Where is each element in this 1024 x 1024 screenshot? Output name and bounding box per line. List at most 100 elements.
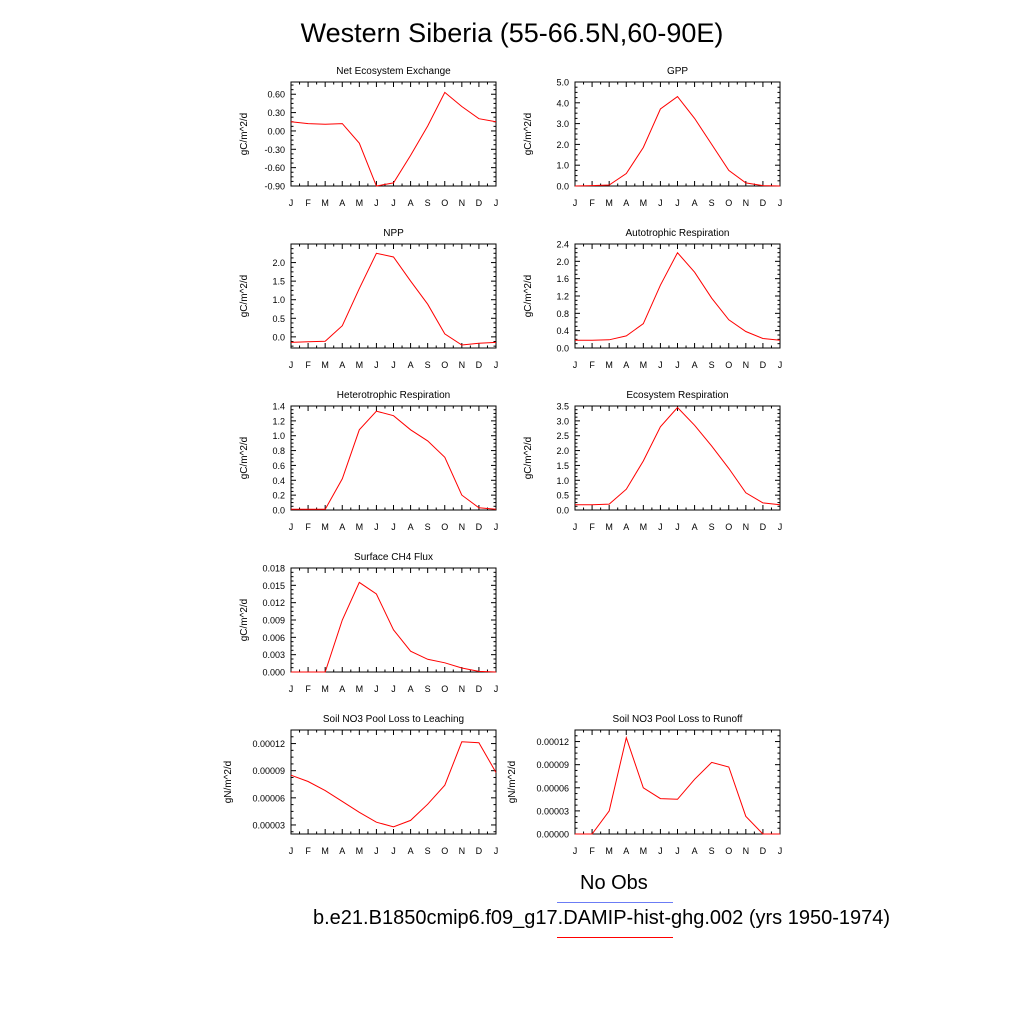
y-axis-label: gN/m^2/d — [223, 761, 234, 804]
chart-panel-8: Soil NO3 Pool Loss to Leaching gN/m^2/d J F… — [223, 714, 498, 856]
y-tick-label: 0.00012 — [536, 737, 569, 747]
x-tick-label: A — [339, 846, 345, 856]
y-tick-label: 0.5 — [556, 491, 569, 501]
series-line — [290, 91, 497, 187]
x-tick-label: J — [658, 198, 663, 208]
series-line — [575, 251, 781, 341]
chart-title: Autotrophic Respiration — [626, 228, 730, 239]
x-tick-label: M — [356, 684, 364, 694]
y-tick-label: 1.0 — [272, 431, 285, 441]
y-axis-label: gC/m^2/d — [523, 437, 534, 480]
y-axis-label: gN/m^2/d — [507, 761, 518, 804]
plot-frame — [290, 405, 497, 511]
x-tick-label: A — [692, 522, 698, 532]
y-tick-label: 1.5 — [272, 277, 285, 287]
x-tick-label: M — [321, 522, 329, 532]
x-tick-label: D — [476, 198, 483, 208]
x-tick-label: A — [339, 360, 345, 370]
x-tick-label: D — [476, 360, 483, 370]
x-tick-label: N — [743, 522, 750, 532]
plot-frame — [290, 243, 497, 349]
x-tick-label: J — [494, 684, 499, 694]
x-tick-label: M — [321, 846, 329, 856]
x-tick-label: J — [675, 522, 680, 532]
x-tick-label: J — [658, 846, 663, 856]
x-tick-label: M — [356, 198, 364, 208]
y-tick-label: 0.00 — [267, 126, 285, 136]
x-tick-label: D — [476, 522, 483, 532]
y-tick-label: 0.60 — [267, 90, 285, 100]
y-tick-label: 2.0 — [272, 258, 285, 268]
y-tick-label: 0.5 — [272, 314, 285, 324]
y-axis-label: gC/m^2/d — [239, 599, 250, 642]
y-tick-label: -0.60 — [264, 163, 285, 173]
x-tick-label: J — [778, 198, 783, 208]
x-tick-label: S — [709, 522, 715, 532]
x-tick-label: J — [374, 198, 379, 208]
x-tick-label: J — [374, 684, 379, 694]
y-tick-label: 0.00006 — [252, 793, 285, 803]
chart-title: Ecosystem Respiration — [626, 390, 728, 401]
x-tick-label: S — [709, 360, 715, 370]
x-tick-label: A — [339, 684, 345, 694]
y-tick-label: 0.8 — [272, 446, 285, 456]
x-tick-label: A — [408, 846, 414, 856]
x-tick-label: M — [321, 360, 329, 370]
y-tick-label: 0.009 — [262, 616, 285, 626]
x-tick-label: F — [305, 846, 311, 856]
y-tick-label: 0.00003 — [536, 806, 569, 816]
series-line — [575, 735, 780, 835]
y-axis-label: gC/m^2/d — [239, 437, 250, 480]
series-line — [575, 406, 781, 506]
series-line — [290, 252, 497, 346]
x-tick-label: O — [725, 522, 732, 532]
x-tick-label: A — [623, 522, 629, 532]
y-tick-label: 0.00009 — [252, 766, 285, 776]
x-tick-label: A — [408, 360, 414, 370]
y-tick-label: 1.2 — [556, 292, 569, 302]
x-tick-label: A — [408, 522, 414, 532]
x-tick-label: O — [441, 846, 448, 856]
x-tick-label: F — [589, 846, 595, 856]
x-tick-label: O — [725, 198, 732, 208]
x-tick-label: D — [760, 522, 767, 532]
x-tick-label: M — [321, 198, 329, 208]
page-title: Western Siberia (55-66.5N,60-90E) — [300, 18, 724, 48]
x-tick-label: A — [339, 522, 345, 532]
y-tick-label: 1.6 — [556, 274, 569, 284]
x-tick-label: A — [623, 360, 629, 370]
x-tick-label: M — [605, 846, 613, 856]
chart-title: Soil NO3 Pool Loss to Runoff — [613, 714, 743, 725]
y-tick-label: 0.4 — [556, 326, 569, 336]
plot-frame — [290, 81, 497, 187]
y-tick-label: 1.5 — [556, 461, 569, 471]
x-tick-label: J — [573, 360, 578, 370]
x-tick-label: D — [760, 198, 767, 208]
x-tick-label: N — [459, 360, 466, 370]
series-line — [291, 410, 497, 510]
x-tick-label: J — [289, 846, 294, 856]
y-tick-label: 0.012 — [262, 598, 285, 608]
y-tick-label: 1.0 — [556, 161, 569, 171]
x-tick-label: J — [573, 522, 578, 532]
series-line — [291, 581, 497, 673]
y-tick-label: 0.4 — [272, 476, 285, 486]
y-tick-label: 0.00006 — [536, 783, 569, 793]
y-tick-label: 0.018 — [262, 564, 285, 574]
y-tick-label: 0.006 — [262, 633, 285, 643]
x-tick-label: A — [339, 198, 345, 208]
plot-frame — [574, 81, 781, 187]
x-tick-label: J — [494, 522, 499, 532]
series-line — [290, 741, 497, 828]
x-tick-label: N — [459, 198, 466, 208]
x-tick-label: A — [623, 198, 629, 208]
x-tick-label: J — [289, 522, 294, 532]
y-tick-label: 2.4 — [556, 240, 569, 250]
x-tick-label: J — [494, 846, 499, 856]
x-tick-label: D — [476, 846, 483, 856]
y-tick-label: 0.00009 — [536, 760, 569, 770]
y-axis-label: gC/m^2/d — [523, 113, 534, 156]
y-tick-label: 3.0 — [556, 416, 569, 426]
